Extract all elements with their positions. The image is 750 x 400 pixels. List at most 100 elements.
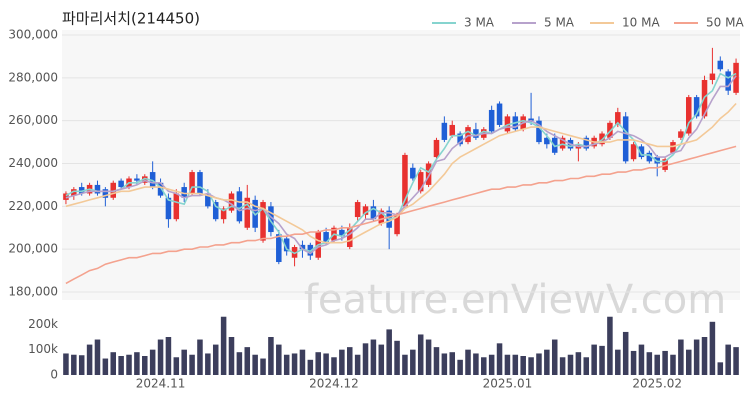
candle-body bbox=[307, 244, 314, 256]
volume-bar bbox=[268, 337, 274, 375]
volume-bar bbox=[551, 339, 558, 375]
volume-bar bbox=[173, 357, 180, 375]
candle-body bbox=[354, 202, 361, 218]
volume-bar bbox=[331, 357, 337, 375]
volume-bar bbox=[197, 339, 203, 375]
candle-body bbox=[394, 214, 400, 235]
candle-body bbox=[244, 197, 251, 228]
volume-bar bbox=[220, 316, 227, 375]
volume-bar bbox=[701, 337, 708, 375]
volume-bar bbox=[473, 353, 479, 375]
legend-label: 10 MA bbox=[622, 16, 660, 30]
volume-bar bbox=[134, 352, 140, 375]
y-tick-label: 200,000 bbox=[8, 242, 58, 256]
candle-body bbox=[370, 206, 377, 220]
candle-body bbox=[189, 172, 195, 194]
volume-bar bbox=[488, 354, 495, 375]
candle-body bbox=[622, 116, 629, 162]
candle-body bbox=[504, 116, 511, 132]
x-tick-label: 2024.12 bbox=[309, 377, 359, 391]
volume-bar bbox=[252, 354, 258, 375]
candle-body bbox=[362, 206, 369, 215]
candle-body bbox=[536, 120, 542, 143]
candle-body bbox=[165, 197, 172, 220]
candle-body bbox=[134, 178, 140, 181]
y-tick-label: 240,000 bbox=[8, 156, 58, 170]
volume-bar bbox=[496, 343, 503, 375]
volume-bar bbox=[189, 354, 195, 375]
candle-body bbox=[346, 227, 353, 248]
candle-body bbox=[299, 244, 306, 250]
volume-bar bbox=[165, 337, 172, 375]
candle-body bbox=[94, 184, 101, 194]
volume-bar bbox=[567, 354, 574, 375]
candle-body bbox=[291, 247, 298, 258]
volume-bar bbox=[402, 354, 408, 375]
volume-bar bbox=[110, 352, 117, 375]
volume-bar bbox=[315, 352, 321, 375]
volume-bar bbox=[441, 353, 448, 375]
volume-bar bbox=[276, 344, 282, 375]
candle-body bbox=[693, 97, 700, 117]
candle-body bbox=[662, 159, 668, 170]
volume-bar bbox=[102, 358, 109, 375]
volume-bar bbox=[504, 354, 511, 375]
volume-bar bbox=[410, 349, 416, 375]
candle-body bbox=[685, 97, 692, 134]
candle-body bbox=[276, 234, 282, 263]
volume-bar bbox=[181, 349, 187, 375]
volume-bar bbox=[591, 344, 597, 375]
candle-body bbox=[709, 73, 716, 80]
volume-bar bbox=[354, 354, 361, 375]
candle-body bbox=[417, 172, 424, 192]
volume-bar bbox=[615, 349, 621, 375]
candle-body bbox=[638, 146, 645, 158]
volume-bar bbox=[678, 339, 684, 375]
candle-body bbox=[646, 152, 653, 162]
volume-bar bbox=[212, 344, 219, 375]
candle-body bbox=[678, 131, 684, 138]
volume-bar bbox=[733, 347, 739, 375]
volume-bar bbox=[78, 355, 85, 375]
x-tick-label: 2025.01 bbox=[483, 377, 533, 391]
volume-bar bbox=[205, 353, 211, 375]
candle-body bbox=[228, 193, 235, 211]
volume-bar bbox=[244, 347, 251, 375]
volume-bar bbox=[520, 356, 526, 375]
legend-label: 50 MA bbox=[706, 16, 744, 30]
volume-bar bbox=[299, 349, 306, 375]
volume-bar bbox=[654, 354, 660, 375]
candle-body bbox=[63, 193, 69, 200]
candle-body bbox=[323, 232, 329, 243]
volume-bar bbox=[433, 347, 440, 375]
candle-body bbox=[473, 129, 479, 138]
volume-bar bbox=[536, 353, 542, 375]
candle-body bbox=[544, 137, 550, 145]
volume-bar bbox=[709, 321, 716, 375]
watermark: feature.enViewV.com bbox=[304, 277, 726, 323]
volume-bar bbox=[394, 340, 400, 375]
y-tick-label: 300,000 bbox=[8, 28, 58, 42]
volume-bar bbox=[260, 358, 266, 375]
y-tick-label: 280,000 bbox=[8, 70, 58, 84]
volume-bar bbox=[512, 354, 519, 375]
candle-body bbox=[220, 208, 227, 220]
candle-body bbox=[339, 229, 345, 237]
volume-bar bbox=[599, 345, 605, 375]
volume-bar bbox=[622, 331, 629, 375]
candle-body bbox=[197, 172, 203, 194]
candle-body bbox=[654, 157, 660, 164]
candle-body bbox=[173, 193, 180, 220]
y-tick-label: 180,000 bbox=[8, 285, 58, 299]
volume-bar bbox=[559, 357, 566, 375]
volume-bar bbox=[630, 350, 637, 375]
ma-line bbox=[65, 72, 737, 255]
candle-body bbox=[142, 176, 148, 183]
candle-body bbox=[670, 142, 676, 153]
candle-body bbox=[465, 127, 471, 143]
volume-bar bbox=[291, 353, 298, 375]
legend-label: 3 MA bbox=[464, 16, 495, 30]
volume-bar bbox=[236, 352, 243, 375]
volume-bar bbox=[71, 354, 77, 375]
volume-bar bbox=[63, 353, 69, 375]
